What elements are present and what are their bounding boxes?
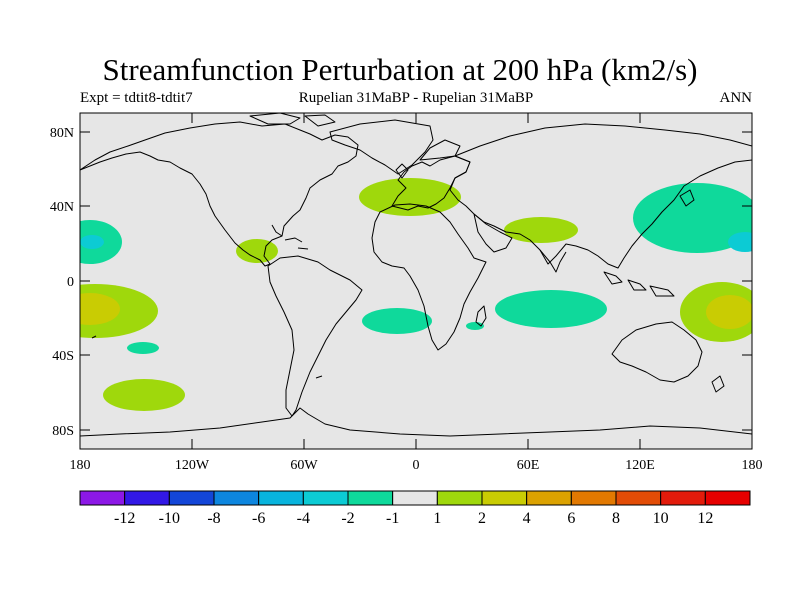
colorbar-swatch xyxy=(570,490,617,506)
anomaly-south-pacific-west-core xyxy=(80,293,120,325)
colorbar-label: -1 xyxy=(386,510,399,527)
anomaly-southern-ocean-pacific xyxy=(103,379,185,411)
anomaly-madagascar xyxy=(466,322,484,330)
longitude-axis: 180 120W 60W 0 60E 120E 180 xyxy=(70,113,763,473)
lat-tick-label: 0 xyxy=(67,275,74,290)
colorbar-swatch xyxy=(124,490,170,506)
colorbar-label: 2 xyxy=(478,510,486,527)
anomaly-europe xyxy=(359,178,461,216)
colorbar-label: 10 xyxy=(653,510,669,527)
colorbar-label: -6 xyxy=(252,510,265,527)
colorbar-label: -12 xyxy=(114,510,135,527)
lat-tick-label: 40S xyxy=(52,349,74,364)
anomaly-south-pacific-small xyxy=(127,342,159,354)
colorbar-swatch xyxy=(258,490,304,506)
colorbar-label: 4 xyxy=(523,510,531,527)
period-label: Rupelian 31MaBP - Rupelian 31MaBP xyxy=(298,90,534,106)
colorbar-label: 1 xyxy=(433,510,441,527)
season-label: ANN xyxy=(719,90,753,106)
colorbar-swatch xyxy=(302,490,349,506)
colorbar-swatch xyxy=(347,490,394,506)
anomaly-middle-east xyxy=(504,217,578,243)
anomaly-north-pacific-east-core xyxy=(728,232,752,252)
anomaly-south-atlantic xyxy=(362,308,432,334)
anomaly-west-pacific-south-core xyxy=(706,295,752,329)
colorbar-swatch xyxy=(436,490,483,506)
lon-tick-label: 180 xyxy=(742,458,763,473)
colorbar-label: 8 xyxy=(612,510,620,527)
colorbar-label: -10 xyxy=(159,510,180,527)
colorbar-swatch xyxy=(526,490,572,506)
anomaly-central-america xyxy=(236,239,278,263)
colorbar-label: -2 xyxy=(341,510,354,527)
chart-title: Streamfunction Perturbation at 200 hPa (… xyxy=(102,52,698,87)
colorbar-swatch xyxy=(392,490,438,506)
anomaly-north-pacific-east xyxy=(633,183,752,253)
colorbar-swatch xyxy=(213,490,260,506)
latitude-axis: 80N 40N 0 40S 80S xyxy=(50,126,752,439)
experiment-label: Expt = tdtit8-tdtit7 xyxy=(80,90,193,106)
lon-tick-label: 180 xyxy=(70,458,91,473)
colorbar-swatch xyxy=(481,490,528,506)
colorbar-swatch xyxy=(704,490,751,506)
lon-tick-label: 0 xyxy=(413,458,420,473)
colorbar-swatch xyxy=(615,490,662,506)
lon-tick-label: 60W xyxy=(290,458,318,473)
lat-tick-label: 80N xyxy=(50,126,74,141)
lat-tick-label: 40N xyxy=(50,200,74,215)
lon-tick-label: 120W xyxy=(175,458,210,473)
colorbar-label: 12 xyxy=(697,510,713,527)
colorbar-label: -8 xyxy=(207,510,220,527)
anomaly-fields xyxy=(80,178,752,411)
anomaly-north-pacific-west-core xyxy=(80,235,104,249)
colorbar-swatch xyxy=(168,490,215,506)
map-background xyxy=(80,113,752,449)
colorbar-swatch xyxy=(79,490,126,506)
lat-tick-label: 80S xyxy=(52,424,74,439)
colorbar-label: -4 xyxy=(297,510,310,527)
colorbar-swatch xyxy=(660,490,706,506)
anomaly-indian-ocean xyxy=(495,290,607,328)
lon-tick-label: 120E xyxy=(625,458,655,473)
colorbar-label: 6 xyxy=(567,510,575,527)
colorbar: -12 -10 -8 -6 -4 -2 -1 1 2 4 6 8 10 12 xyxy=(79,490,751,527)
lon-tick-label: 60E xyxy=(517,458,540,473)
